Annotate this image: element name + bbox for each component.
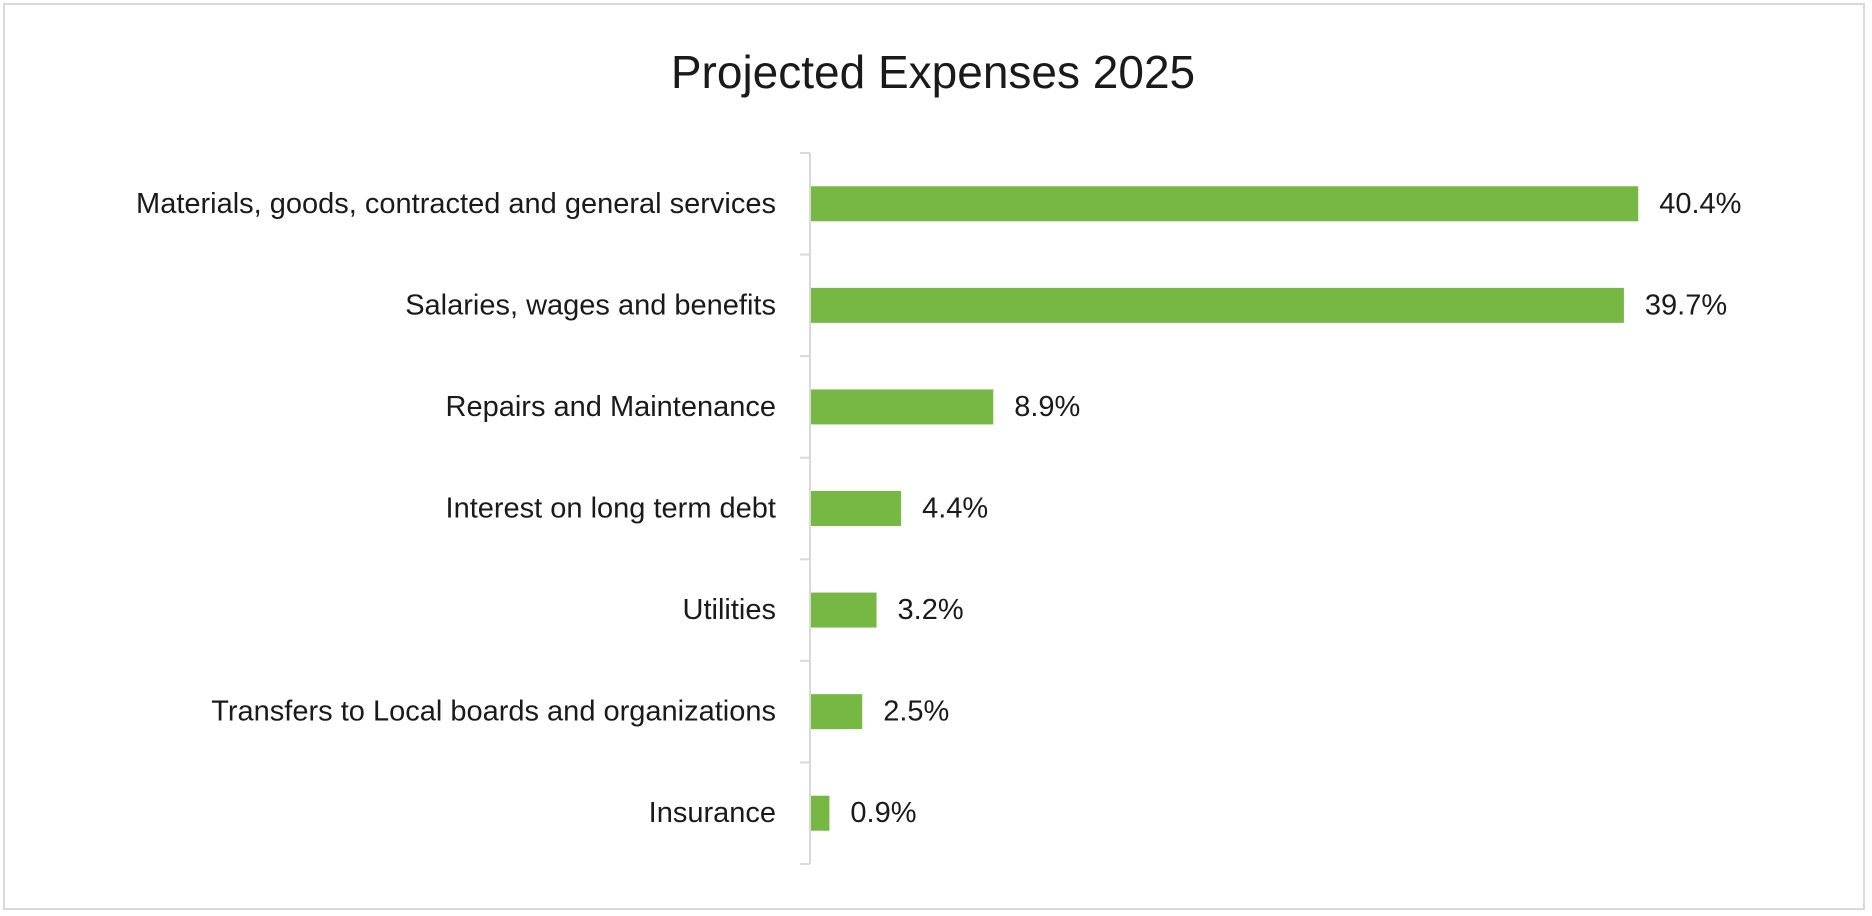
category-label: Insurance xyxy=(649,797,776,829)
bars xyxy=(811,186,1639,831)
bar xyxy=(811,795,830,831)
category-labels: Materials, goods, contracted and general… xyxy=(136,188,776,829)
bar xyxy=(811,389,994,425)
data-label: 0.9% xyxy=(850,797,916,829)
data-label: 3.2% xyxy=(898,594,964,626)
category-label: Repairs and Maintenance xyxy=(446,391,776,423)
category-label: Salaries, wages and benefits xyxy=(405,289,776,321)
category-label: Transfers to Local boards and organizati… xyxy=(211,696,776,728)
category-axis xyxy=(800,152,811,865)
bar xyxy=(811,287,1624,323)
data-label: 2.5% xyxy=(883,696,949,728)
chart-frame xyxy=(3,3,1865,910)
category-label: Utilities xyxy=(683,594,776,626)
category-label: Materials, goods, contracted and general… xyxy=(136,188,776,220)
data-labels: 40.4% 39.7% 8.9% 4.4% 3.2% 2.5% 0.9% xyxy=(850,188,1741,829)
data-label: 8.9% xyxy=(1014,391,1080,423)
bar xyxy=(811,694,863,730)
data-label: 4.4% xyxy=(922,493,988,525)
bar xyxy=(811,592,877,628)
data-label: 39.7% xyxy=(1645,289,1727,321)
data-label: 40.4% xyxy=(1659,188,1741,220)
bar xyxy=(811,491,902,526)
bar xyxy=(811,186,1639,222)
category-label: Interest on long term debt xyxy=(446,493,776,525)
chart-title: Projected Expenses 2025 xyxy=(671,46,1195,98)
